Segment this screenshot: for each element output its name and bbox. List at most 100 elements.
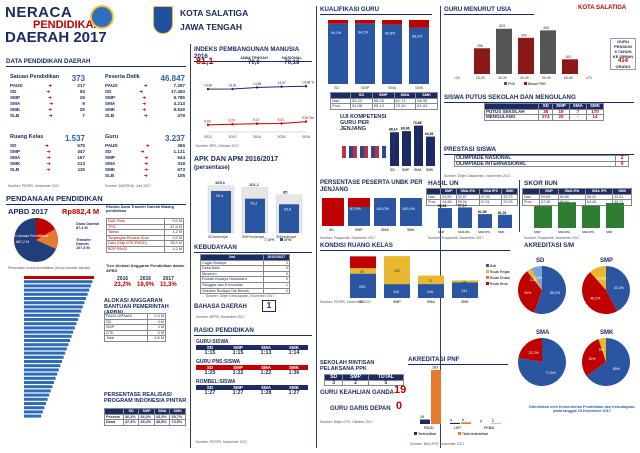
pip-header: SD SMP SMA SMK — [104, 408, 186, 415]
kual-bar-ge — [328, 23, 348, 84]
prestasi-table: OLIMPIADE NASIONAL 2 OLIMPIADE INTERNASION… — [453, 155, 629, 168]
alokasi-value: 5 M — [146, 329, 167, 337]
alokasi-label: Total — [104, 335, 148, 342]
apk-category: SM/sederajat — [276, 235, 296, 239]
pie-dana-label: Dana Daerah 87,4 M — [76, 222, 104, 230]
apm-bar — [211, 190, 231, 233]
apk-value: 105,1 — [215, 180, 226, 185]
usia-legend-swatch-1 — [504, 82, 507, 85]
ipm-point-hls — [304, 85, 308, 88]
akr-slice-smp — [606, 266, 630, 312]
keb-label: Warisan Budaya Tak Benda — [200, 287, 264, 295]
akr-slice-smk — [582, 339, 606, 377]
un-value: 58,35 — [415, 97, 438, 105]
rasio-section-label: ROMBEL:SISWA — [196, 379, 236, 385]
pnf-category: PKBM — [484, 426, 494, 430]
ruang-total: 1.537 — [64, 134, 85, 143]
arrow-icon: ➜ — [144, 155, 149, 160]
peserta-row-value: 4.213 — [173, 101, 185, 106]
tren-title: Tren Alokasi Anggaran Pendidikan dalam A… — [106, 263, 185, 273]
kondisi-bar-ringan — [452, 280, 478, 283]
pie-label-non: Non Urusan Pendidikan — [10, 234, 48, 238]
persentase-bar — [24, 322, 77, 326]
peserta-row: SMK ➜ 9.629 — [105, 107, 185, 113]
satuan-row: PAUD ➜ 217 — [10, 83, 85, 89]
ipm-line-chart: 14,60 14,61 14,85 14,97 14,98 Tahun 9,09 9,20 9… — [204, 81, 314, 139]
usia-value: 503 — [499, 24, 505, 28]
rasio-col: SMK — [280, 345, 308, 350]
pensiun-3: 5 TAHUN — [614, 49, 632, 54]
apm-legend: APM — [284, 238, 292, 242]
usia-category: 50-59 — [542, 76, 551, 80]
usia-legend-1: PNS — [508, 82, 516, 86]
unbk-category: SMP — [355, 228, 363, 232]
alokasi-row: SMP 3 M — [104, 324, 167, 331]
kual-category: SMP — [361, 86, 370, 90]
guru-row-label: SMK — [105, 167, 116, 172]
keb-row: Sanggar dan Komunitas 1 — [200, 282, 291, 289]
peserta-row-value: 7.297 — [173, 83, 185, 88]
ipm-label-hls: 14,98 Tahun — [302, 81, 314, 85]
guru-total: 3.237 — [164, 134, 185, 143]
ipm-label-hls: 14,85 — [253, 82, 261, 86]
satuan-row-label: PAUD — [10, 83, 23, 88]
kondisi-value-ringan: 45 — [360, 270, 364, 274]
arrow-icon: ➜ — [48, 107, 52, 112]
kual-bar-ge — [355, 23, 375, 85]
ruang-row: SMP ➜ 347 — [10, 149, 85, 155]
usia-category: 30-39 — [498, 76, 507, 80]
arrow-icon: ➜ — [142, 107, 147, 112]
akr-slice-value: 65% — [613, 367, 621, 371]
tren-values: 2016 23,2% 2016 19,9% 2017 11,3% — [114, 276, 177, 288]
satuan-row: SMP ➜ 26 — [10, 95, 85, 101]
pensiun-val: 414 — [617, 58, 628, 64]
alokasi-row: PAUD-DIKMAS 0,3 M — [104, 313, 167, 320]
peserta-row: SMP ➜ 9.785 — [105, 95, 185, 101]
score-value: 57,09 — [501, 199, 518, 206]
kual-category: SMK — [415, 86, 424, 90]
rasio-col: SMP — [224, 385, 252, 390]
tren-value: 11,3% — [160, 282, 177, 288]
satuan-block: Satuan Pendidikan 373 PAUD ➜ 217 SD ➜ 94 SMP ➜ 26… — [10, 74, 85, 119]
peserta-row-value: 479 — [177, 113, 185, 118]
arrow-icon: ➜ — [144, 161, 149, 166]
pnf-source: Sumber: BAN-PNF, November 2017 — [410, 442, 465, 446]
garis-title: GURU GARIS DEPAN — [330, 406, 391, 412]
score-category: SMK — [498, 230, 505, 234]
akr-slice-smp — [590, 266, 606, 290]
arrow-icon: ➜ — [143, 83, 148, 88]
pnf-value-t: 0 — [480, 420, 482, 424]
peserta-label: Peserta Didik — [105, 74, 140, 80]
apbd-pie: Non Urusan Pendidikan 687,2 M — [10, 218, 58, 262]
ukg-bar — [426, 136, 435, 166]
kondisi-bar-ringan — [418, 275, 444, 285]
usia-bar — [496, 28, 512, 74]
akr-slice-value: 77,8% — [545, 371, 556, 375]
hasil-un-table: SMP SMA IPA SMA IPS SMK Nas. 53,59 52,87 47,93 5… — [425, 188, 518, 206]
ppk-value: 5 — [367, 379, 405, 387]
ppk-value: 2 — [342, 379, 369, 387]
rasio-col: SD — [196, 345, 224, 350]
peserta-row-label: SMP — [105, 95, 115, 100]
ukg-value: 68,14 — [389, 128, 398, 132]
un-label: Nas. — [329, 97, 352, 105]
ipm-point-hls — [206, 87, 210, 91]
rasio-value: 1:15 — [204, 350, 216, 356]
akr-slice-smp — [582, 271, 618, 314]
satuan-row-value: 217 — [77, 83, 85, 88]
rasio-col: SMA — [252, 385, 280, 390]
keb-header: Jml 2016/2017 — [200, 254, 291, 261]
persentase-bar — [24, 355, 64, 359]
kualifikasi-title: KUALIFIKASI GURU — [320, 6, 432, 15]
alokasi-value: 0 M — [146, 318, 167, 326]
unbk-title: PERSENTASE PESERTA UNBK PER JENJANG — [320, 180, 423, 193]
arrow-icon: ➜ — [49, 101, 54, 106]
putus-label: PUTUS SEKOLAH — [483, 108, 540, 116]
guru-row: SMK ➜ 673 — [105, 167, 185, 173]
peserta-block: Peserta Didik 46.847 PAUD ➜ 7.297 SD ➜ 17.463 S… — [105, 74, 185, 119]
putus-value: 14 — [585, 114, 605, 121]
ipm-point-hls — [231, 87, 234, 91]
persentase-bar — [24, 414, 42, 418]
ipm-label-rls: 9,31 — [278, 118, 285, 122]
ipm-year-tick: 2014 — [253, 135, 261, 139]
